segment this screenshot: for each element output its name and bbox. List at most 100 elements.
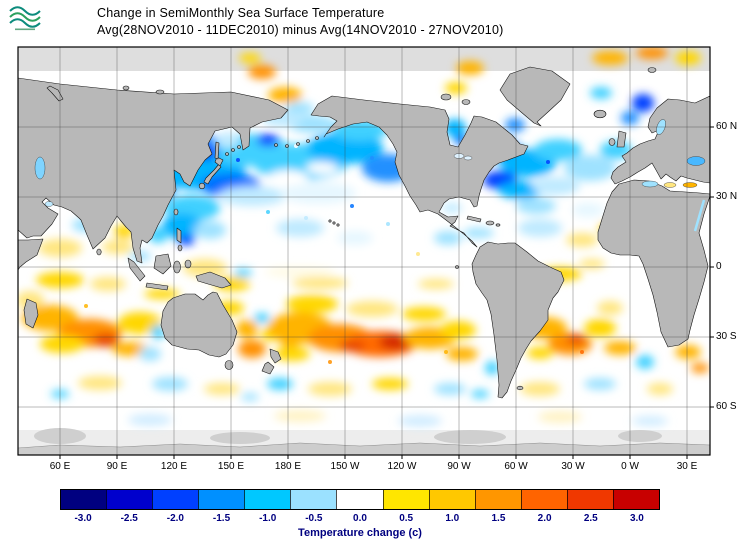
map-subtitle: Avg(28NOV2010 - 11DEC2010) minus Avg(14N… <box>97 23 504 37</box>
ellipse-shape <box>434 231 462 245</box>
map-title: Change in SemiMonthly Sea Surface Temper… <box>97 6 385 20</box>
circle-shape <box>416 252 420 256</box>
lon-label: 90 E <box>106 461 128 472</box>
kuril-island <box>237 145 241 149</box>
grid-lines <box>18 47 710 455</box>
colorbar-tick-label: -2.5 <box>120 513 138 524</box>
lon-label: 120 W <box>387 461 417 472</box>
noaa-waves-logo-graphic <box>9 6 41 31</box>
aleutian-island <box>306 139 310 143</box>
aleutian-island <box>274 143 278 147</box>
island-java <box>145 282 169 291</box>
aleutian-island <box>296 142 300 146</box>
lon-label: 120 E <box>160 461 188 472</box>
island-madagascar <box>23 298 39 329</box>
ellipse-shape <box>306 162 338 174</box>
ellipse-shape <box>520 382 560 396</box>
colorbar-tick-label: 1.5 <box>491 513 506 524</box>
island-great-britain <box>616 130 627 148</box>
island-sakhalin <box>214 141 220 160</box>
circle-shape <box>580 350 584 354</box>
island-falkland <box>516 385 524 391</box>
ellipse-shape <box>446 347 478 361</box>
island-svalbard <box>647 67 657 73</box>
island-mindanao <box>177 244 183 252</box>
ellipse-shape <box>118 312 162 334</box>
ellipse-shape <box>286 295 338 313</box>
arctic-island <box>440 93 452 101</box>
ellipse-shape <box>418 279 454 289</box>
ellipse-shape <box>636 47 668 59</box>
lat-label: 30 S <box>716 331 737 342</box>
ellipse-shape <box>498 181 542 199</box>
ellipse-shape <box>254 313 270 323</box>
colorbar <box>60 489 660 510</box>
circle-shape <box>84 304 88 308</box>
ellipse-shape <box>372 378 408 390</box>
colorbar-segment <box>428 490 475 509</box>
colorbar-tick-label: -2.0 <box>166 513 184 524</box>
colorbar-tick-label: -1.5 <box>212 513 231 524</box>
island-new-zealand-north <box>269 348 282 364</box>
island-taiwan <box>173 208 179 216</box>
ellipse-shape <box>78 376 122 390</box>
island-cuba <box>466 215 482 223</box>
ellipse-shape <box>18 291 44 309</box>
great-lake <box>463 155 473 161</box>
noaa-logo <box>8 3 42 33</box>
ellipse-shape <box>194 221 226 239</box>
ellipse-shape <box>239 53 261 63</box>
island-new-zealand-south <box>261 361 275 375</box>
ellipse-shape <box>292 277 348 289</box>
ellipse-shape <box>471 390 489 398</box>
ellipse-shape <box>485 361 499 375</box>
colorbar-tick-label: 0.5 <box>399 513 414 524</box>
ellipse-shape <box>442 203 462 213</box>
landmass-australia <box>160 291 238 358</box>
island-japan-honshu <box>203 163 222 185</box>
antarctic-gray-band <box>18 430 710 448</box>
circle-shape <box>266 210 270 214</box>
island-new-guinea <box>195 271 232 289</box>
island-puerto-rico <box>495 223 501 227</box>
lon-label: 60 E <box>49 461 71 472</box>
ellipse-shape <box>440 321 476 339</box>
lon-label: 150 W <box>330 461 360 472</box>
colorbar-tick-labels: -3.0 -2.5 -2.0 -1.5 -1.0 -0.5 0.0 0.5 1.0 1.5 2.0 2… <box>60 513 660 525</box>
lon-label: 30 E <box>676 461 698 472</box>
ellipse-shape <box>151 325 165 339</box>
ellipse-shape <box>572 203 604 217</box>
kuril-island <box>231 148 235 152</box>
circle-shape <box>304 216 308 220</box>
island-borneo <box>153 253 172 275</box>
lon-label: 90 W <box>447 461 471 472</box>
colorbar-tick-label: 3.0 <box>629 513 644 524</box>
ellipse-shape <box>236 320 258 338</box>
ellipse-shape <box>162 213 202 239</box>
colorbar-tick-label: 0.0 <box>353 513 367 524</box>
colorbar-segment <box>61 490 107 509</box>
landmass-antarctica <box>18 442 710 455</box>
ellipse-shape <box>398 415 442 427</box>
colorbar-tick-label: -3.0 <box>74 513 92 524</box>
ellipse-shape <box>597 301 623 315</box>
arctic-island <box>461 99 471 105</box>
ellipse-shape <box>505 118 525 132</box>
axis-ticks <box>59 126 714 459</box>
island-tasmania <box>224 360 234 370</box>
ellipse-shape <box>675 345 701 359</box>
colorbar-caption: Temperature change (c) <box>298 527 422 539</box>
inland-seas <box>34 119 706 232</box>
colorbar-segment <box>198 490 245 509</box>
ellipse-shape <box>216 132 240 148</box>
circle-shape <box>386 222 390 226</box>
island-sri-lanka <box>96 248 102 256</box>
colorbar-segment <box>566 490 613 509</box>
arctic-island <box>155 89 165 95</box>
ellipse-shape <box>267 378 293 390</box>
landmass-south-america <box>471 241 565 399</box>
island-sumatra <box>127 257 146 282</box>
circle-shape <box>350 204 354 208</box>
ellipse-shape <box>346 301 398 317</box>
ellipse-shape <box>144 289 180 299</box>
